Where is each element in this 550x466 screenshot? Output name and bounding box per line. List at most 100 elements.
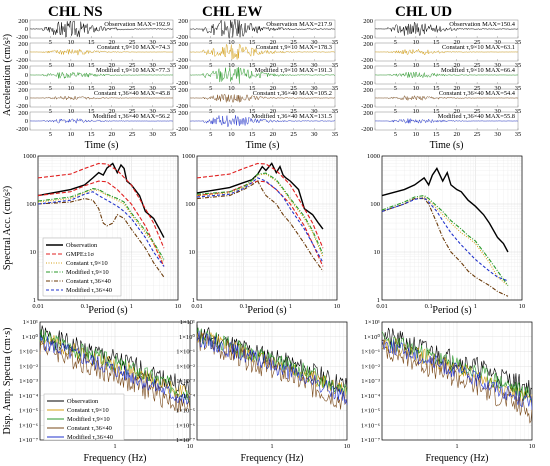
accel-xtick: 30 [149, 62, 156, 69]
accel-xtick: 20 [453, 39, 460, 46]
spectra-ytick: 1 [377, 297, 380, 304]
accel-xtick: 30 [494, 39, 501, 46]
accel-xtick: 25 [290, 62, 297, 69]
accel-waveform [374, 48, 519, 56]
accel-ytick: -200 [176, 126, 188, 133]
accel-xtick: 35 [170, 39, 177, 46]
disp-ytick: 1×10⁻⁷ [19, 437, 38, 444]
spectra-xtick: 0.1 [425, 303, 433, 310]
spectra-ytick: 1 [192, 297, 195, 304]
spectra-series-line [196, 173, 324, 257]
accel-xtick: 10 [228, 85, 235, 92]
accel-xtick: 20 [270, 108, 277, 115]
accel-ytick: 200 [363, 64, 373, 71]
accel-xtick: 5 [49, 62, 52, 69]
accel-ytick: -200 [16, 57, 28, 64]
spectra-series-line [37, 187, 165, 260]
accel-trace-label: Modified τ,9×10 MAX=77.3 [96, 67, 170, 74]
accel-trace-label: Constant τ,9×10 MAX=63.1 [442, 44, 515, 51]
accel-trace-label: Observation MAX=192.9 [104, 21, 170, 28]
spectra-legend-label: Constant τ,36×40 [66, 278, 111, 285]
accel-trace-label: Constant τ,36×40 MAX=45.8 [94, 90, 170, 97]
accel-waveform [189, 19, 336, 39]
spectra-series-line [196, 180, 324, 272]
accel-trace-label: Constant τ,9×10 MAX=178.3 [256, 44, 332, 51]
accel-xtick: 25 [129, 131, 136, 138]
disp-ytick: 1×10⁻² [176, 363, 195, 370]
accel-ytick: 200 [18, 110, 28, 117]
accel-waveform [189, 67, 336, 84]
disp-xtick: 10 [529, 443, 536, 450]
spectra-xtick: 10 [519, 303, 526, 310]
accel-ytick: -200 [16, 34, 28, 41]
accel-ytick: 200 [363, 18, 373, 25]
accel-xtick: 25 [129, 85, 136, 92]
accel-xtick: 10 [68, 85, 75, 92]
accel-waveform [374, 21, 519, 36]
spectra-frame [381, 155, 523, 301]
spectra-xtick: 0.01 [191, 303, 202, 310]
disp-series-line [381, 331, 533, 402]
accel-xtick: 35 [170, 62, 177, 69]
accel-xtick: 15 [88, 85, 95, 92]
accel-xtick: 10 [228, 108, 235, 115]
accel-xtick: 15 [88, 108, 95, 115]
accel-ytick: 0 [25, 72, 28, 79]
accel-xtick: 15 [249, 131, 256, 138]
disp-ytick: 1×10⁻⁴ [19, 393, 39, 400]
disp-legend-label: Constant τ,36×40 [67, 425, 112, 432]
accel-ylabel: Acceleration (cm/s²) [2, 34, 13, 116]
disp-series-line [39, 339, 191, 413]
accel-ytick: 0 [25, 95, 28, 102]
spectra-ytick: 100 [370, 201, 380, 208]
spectra-xtick: 0.1 [240, 303, 248, 310]
accel-xtick: 35 [332, 39, 339, 46]
accel-ytick: -200 [361, 103, 373, 110]
accel-xtick: 25 [474, 131, 481, 138]
spectra-xlabel: Period (s) [432, 305, 471, 316]
accel-xtick: 25 [474, 85, 481, 92]
accel-xtick: 15 [433, 85, 440, 92]
accel-xtick: 25 [129, 62, 136, 69]
spectra-series-line [196, 162, 324, 249]
accel-xlabel: Time (s) [85, 140, 119, 151]
accel-xtick: 35 [332, 85, 339, 92]
accel-trace-label: Constant τ,9×10 MAX=74.3 [97, 44, 170, 51]
accel-ytick: 0 [25, 118, 28, 125]
disp-series-line [39, 334, 191, 405]
spectra-series-line [381, 197, 509, 297]
disp-series-line [196, 324, 348, 392]
accel-xtick: 25 [129, 39, 136, 46]
accel-xtick: 15 [433, 62, 440, 69]
accel-xtick: 15 [249, 39, 256, 46]
accel-ytick: 200 [18, 87, 28, 94]
accel-ytick: -200 [16, 80, 28, 87]
panel-title-1: CHL NS [48, 4, 103, 20]
spectra-xtick: 1 [130, 303, 133, 310]
disp-legend-label: Observation [67, 398, 99, 405]
accel-waveform [29, 71, 174, 80]
disp-ytick: 1×10⁻⁶ [361, 422, 380, 429]
accel-xtick: 20 [270, 39, 277, 46]
accel-ytick: 200 [178, 110, 188, 117]
accel-xtick: 30 [149, 108, 156, 115]
accel-trace-label: Constant τ,36×40 MAX=105.2 [253, 90, 332, 97]
accel-ytick: 200 [363, 41, 373, 48]
accel-xtick: 35 [332, 62, 339, 69]
accel-xtick: 20 [270, 85, 277, 92]
accel-xtick: 5 [394, 131, 397, 138]
accel-xtick: 30 [311, 131, 318, 138]
accel-xtick: 5 [49, 85, 52, 92]
accel-xtick: 20 [270, 131, 277, 138]
accel-xtick: 30 [311, 62, 318, 69]
disp-xtick: 1 [270, 443, 273, 450]
accel-xtick: 5 [394, 85, 397, 92]
disp-legend-label: Modified τ,36×40 [67, 434, 113, 441]
spectra-xtick: 10 [175, 303, 182, 310]
accel-xtick: 30 [311, 85, 318, 92]
disp-ytick: 1×10⁻² [19, 363, 38, 370]
spectra-xtick: 1 [289, 303, 292, 310]
spectra-xtick: 0.1 [81, 303, 89, 310]
disp-xtick: 1 [455, 443, 458, 450]
